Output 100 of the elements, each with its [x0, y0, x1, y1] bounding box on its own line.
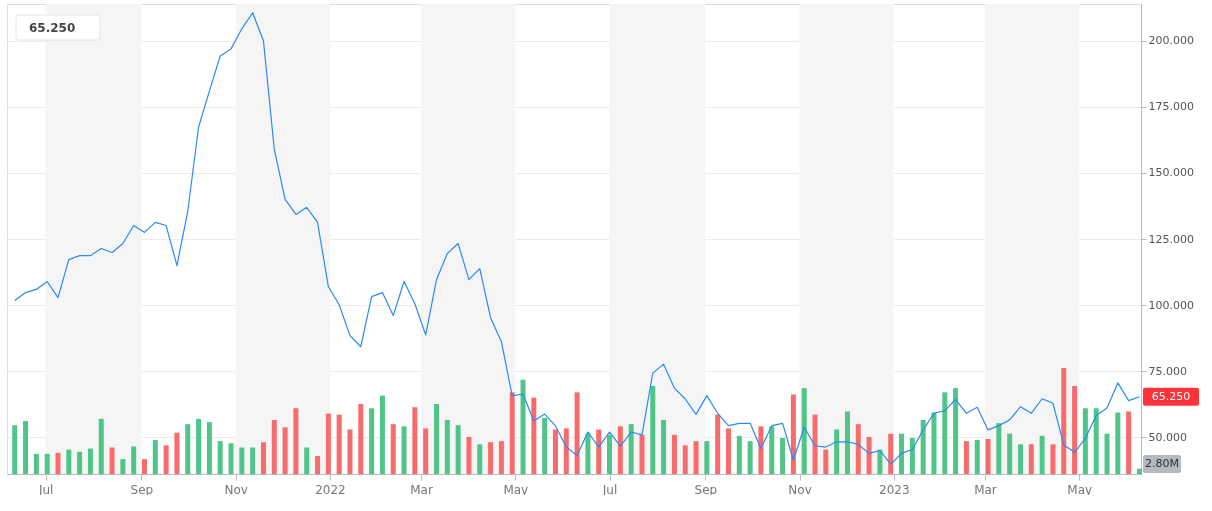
- bar: [834, 429, 840, 474]
- bar: [33, 453, 39, 474]
- bar: [1039, 435, 1045, 474]
- bar: [260, 442, 266, 474]
- bar: [1007, 433, 1013, 474]
- bar: [1072, 386, 1078, 474]
- bar: [228, 443, 234, 474]
- bar: [704, 441, 710, 474]
- x-tick-label: Mar: [974, 482, 997, 497]
- bar: [996, 423, 1002, 474]
- x-tick-label: Mar: [410, 482, 433, 497]
- bar: [1050, 444, 1056, 474]
- bar: [390, 424, 396, 474]
- bar: [520, 379, 526, 474]
- y-tick-label: 175.000: [1148, 100, 1194, 114]
- bar: [963, 441, 969, 474]
- bar: [369, 408, 375, 474]
- bar: [942, 392, 948, 474]
- bar: [466, 436, 472, 474]
- bar: [163, 445, 169, 474]
- bar: [812, 414, 818, 474]
- bar: [823, 449, 829, 474]
- bar: [271, 419, 277, 474]
- bar: [877, 449, 883, 474]
- bar: [423, 428, 429, 474]
- bar: [985, 439, 991, 474]
- bar: [185, 424, 191, 474]
- bar: [931, 412, 937, 474]
- bar: [325, 413, 331, 474]
- x-tick-label: 2023: [879, 482, 910, 497]
- bar: [844, 411, 850, 474]
- bar: [455, 425, 461, 474]
- bar: [1104, 433, 1110, 474]
- bar: [563, 428, 569, 474]
- bar: [109, 447, 115, 474]
- bar: [726, 428, 731, 474]
- bar: [1028, 444, 1034, 474]
- bar: [87, 448, 93, 474]
- bar: [953, 388, 959, 474]
- bar: [304, 447, 310, 474]
- bar: [206, 422, 212, 474]
- bar: [899, 433, 905, 474]
- bar: [974, 440, 980, 474]
- y-tick-label: 150.000: [1148, 166, 1194, 180]
- bar: [715, 414, 721, 474]
- bar: [801, 388, 807, 474]
- bar: [77, 451, 83, 474]
- text: 65.250: [29, 21, 76, 35]
- bar: [1093, 408, 1099, 474]
- bar: [628, 424, 634, 474]
- bar: [174, 432, 180, 474]
- bar: [866, 436, 872, 474]
- bar: [152, 440, 158, 474]
- bar: [239, 447, 245, 474]
- bar: [607, 434, 613, 474]
- y-tick-label: 200.000: [1148, 34, 1194, 48]
- data-label: 65.250: [1151, 389, 1191, 403]
- bar: [120, 459, 126, 474]
- x-tick-label: Jul: [601, 482, 618, 497]
- bar: [920, 419, 926, 474]
- bar: [671, 434, 677, 474]
- bar: [434, 404, 439, 474]
- bar: [639, 434, 645, 474]
- bar: [1061, 368, 1067, 474]
- bar: [498, 441, 504, 474]
- bar: [758, 426, 764, 474]
- bar: [552, 429, 558, 474]
- bar: [1126, 411, 1132, 474]
- bar: [250, 447, 256, 474]
- bar: [336, 414, 342, 474]
- bar: [412, 407, 418, 474]
- x-tick-label: Nov: [788, 482, 812, 497]
- bar: [1017, 444, 1023, 474]
- bar: [477, 444, 483, 474]
- bar: [44, 453, 50, 474]
- y-tick-label: 50.000: [1148, 430, 1187, 444]
- bar: [379, 395, 385, 474]
- bar: [790, 394, 796, 474]
- bar: [12, 425, 18, 474]
- bar: [23, 421, 29, 474]
- bar: [574, 392, 580, 474]
- bar: [596, 429, 602, 474]
- bar: [542, 417, 548, 474]
- bar: [736, 435, 742, 474]
- text: 2.80M: [1145, 457, 1179, 470]
- bar: [444, 419, 450, 474]
- bar: [66, 449, 72, 474]
- bar: [358, 404, 364, 474]
- bar: [617, 426, 623, 474]
- x-tick-label: Nov: [224, 482, 248, 497]
- y-tick-label: 75.000: [1148, 364, 1187, 378]
- bar: [888, 433, 894, 474]
- bar: [142, 459, 147, 474]
- bar: [347, 429, 353, 474]
- bar: [682, 445, 688, 474]
- x-tick-label: Jul: [37, 482, 54, 497]
- bar: [282, 427, 288, 474]
- x-tick-label: 2022: [315, 482, 346, 497]
- bar: [855, 424, 861, 474]
- bar: [131, 446, 137, 474]
